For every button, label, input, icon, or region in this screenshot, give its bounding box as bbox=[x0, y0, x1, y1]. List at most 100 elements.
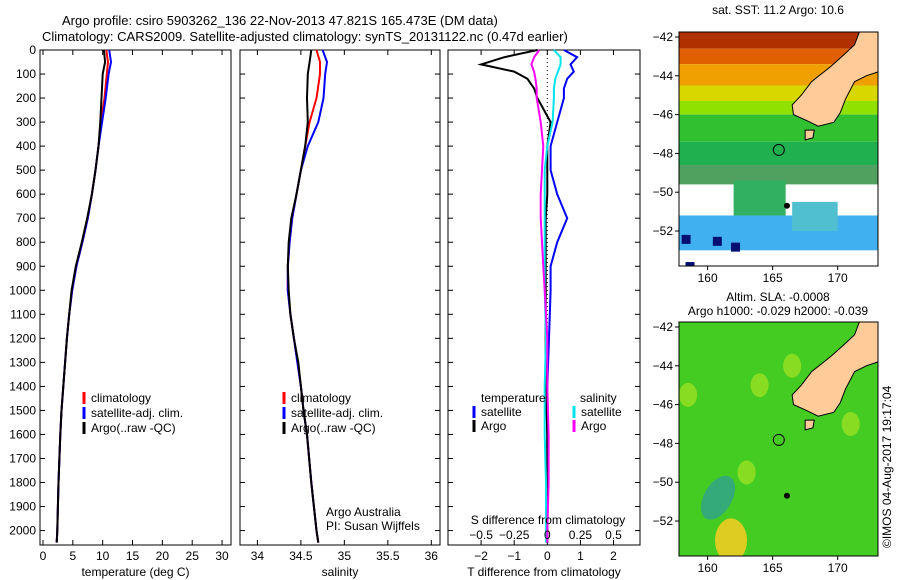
sst-band bbox=[679, 215, 878, 251]
sst-band bbox=[679, 32, 878, 49]
land-auckland-island bbox=[783, 202, 790, 209]
axes-frame bbox=[39, 49, 232, 546]
sst-patch bbox=[685, 262, 695, 266]
sla-high bbox=[841, 412, 860, 436]
series-line-satellite-adj-clim- bbox=[55, 49, 113, 543]
sst-map-title: sat. SST: 11.2 Argo: 10.6 bbox=[712, 3, 844, 17]
sla-low bbox=[700, 475, 736, 520]
series-line-t-argo bbox=[477, 49, 552, 543]
x2-tick-label: 0.5 bbox=[605, 528, 622, 542]
series-line-s-satellite bbox=[543, 49, 562, 543]
y-tick-label: 1300 bbox=[9, 355, 36, 369]
x2-tick-label: 0.25 bbox=[569, 528, 593, 542]
lon-tick-label: 160 bbox=[698, 271, 718, 285]
y-tick-label: 600 bbox=[16, 187, 36, 201]
sst-patch bbox=[712, 236, 722, 246]
y-tick-label: 700 bbox=[16, 211, 36, 225]
sla-high bbox=[737, 460, 756, 485]
sla-map-title-1: Altim. SLA: -0.0008 bbox=[726, 290, 830, 304]
legend-label: climatology bbox=[291, 391, 351, 405]
y-tick-label: 300 bbox=[16, 115, 36, 129]
x-tick-label: 34.5 bbox=[289, 549, 313, 563]
x-tick-label: 25 bbox=[186, 549, 200, 563]
y-tick-label: 500 bbox=[16, 163, 36, 177]
y-tick-label: 400 bbox=[16, 139, 36, 153]
x-tick-label: 2 bbox=[610, 549, 617, 563]
land-stewart-island bbox=[804, 419, 815, 431]
sst-band bbox=[679, 48, 878, 65]
map-frame bbox=[678, 31, 879, 267]
legend-title-temperature: temperature bbox=[481, 391, 546, 405]
lat-tick-label: −46 bbox=[653, 398, 674, 412]
y-tick-label: 1100 bbox=[10, 307, 36, 321]
land-south-island bbox=[791, 32, 878, 127]
y-tick-label: 1500 bbox=[9, 403, 36, 417]
title-line-1: Argo profile: csiro 5903262_136 22-Nov-2… bbox=[62, 13, 498, 28]
y-tick-label: 1600 bbox=[9, 427, 36, 441]
sst-patch bbox=[681, 234, 691, 244]
y-tick-label: 1000 bbox=[9, 283, 36, 297]
legend-label: Argo(..raw -QC) bbox=[291, 421, 376, 435]
sst-patch bbox=[792, 201, 838, 231]
sst-patch bbox=[731, 242, 741, 252]
panel-salinity: 34 34.5 35 35.5 36 salinity climatologysatelli… bbox=[239, 49, 441, 579]
y-tick-label: 1200 bbox=[9, 331, 36, 345]
lat-tick-label: −42 bbox=[653, 320, 674, 334]
argo-float-marker bbox=[772, 433, 785, 446]
lat-tick-label: −52 bbox=[653, 224, 674, 238]
x-tick-label: 5 bbox=[69, 549, 76, 563]
lon-tick-label: 170 bbox=[828, 561, 848, 575]
x2-tick-label: −0.25 bbox=[499, 528, 530, 542]
lat-tick-label: −42 bbox=[653, 30, 674, 44]
series-line-argo-raw-qc- bbox=[55, 49, 107, 543]
sst-band bbox=[679, 250, 878, 266]
lat-tick-label: −44 bbox=[653, 69, 674, 83]
x-tick-label: 30 bbox=[215, 549, 229, 563]
lat-tick-label: −44 bbox=[653, 359, 674, 373]
x-tick-label: 0 bbox=[544, 549, 551, 563]
legend-label: Argo bbox=[581, 419, 607, 433]
sst-patch bbox=[733, 180, 786, 216]
y-tick-label: 1800 bbox=[9, 476, 36, 490]
legend-label: satellite bbox=[581, 405, 622, 419]
legend-label: Argo bbox=[481, 419, 507, 433]
lat-tick-label: −50 bbox=[653, 475, 674, 489]
series-line-s-argo bbox=[530, 49, 550, 543]
title-line-2: Climatology: CARS2009. Satellite-adjuste… bbox=[42, 29, 568, 44]
lon-tick-label: 165 bbox=[763, 271, 783, 285]
x-tick-label: 35.5 bbox=[376, 549, 400, 563]
map-sst: −42 −44 −46 −48 −50 −52 160 165 170 bbox=[653, 30, 879, 285]
x2-axis-label: S difference from climatology bbox=[471, 513, 626, 527]
sst-band bbox=[679, 101, 878, 115]
x2-tick-label: 0 bbox=[544, 528, 551, 542]
x2-tick-label: −0.5 bbox=[469, 528, 493, 542]
lon-tick-label: 165 bbox=[763, 561, 783, 575]
x-tick-label: 36 bbox=[425, 549, 439, 563]
x-axis-label: temperature (deg C) bbox=[81, 565, 189, 579]
lon-tick-label: 170 bbox=[828, 271, 848, 285]
land-stewart-island bbox=[804, 129, 815, 141]
y-tick-label: 800 bbox=[16, 235, 36, 249]
lat-tick-label: −48 bbox=[653, 436, 674, 450]
annotation-text: Argo Australia bbox=[326, 505, 401, 519]
map-frame bbox=[678, 321, 879, 557]
x-tick-label: 34 bbox=[251, 549, 265, 563]
sla-high bbox=[715, 518, 748, 556]
lat-tick-label: −50 bbox=[653, 185, 674, 199]
legend-label: climatology bbox=[91, 391, 151, 405]
lon-tick-label: 160 bbox=[698, 561, 718, 575]
x-tick-label: 10 bbox=[96, 549, 110, 563]
imos-credit: ©IMOS 04-Aug-2017 19:17:04 bbox=[880, 385, 894, 548]
y-tick-label: 200 bbox=[16, 91, 36, 105]
y-tick-label: 1900 bbox=[9, 500, 36, 514]
sla-high bbox=[750, 373, 769, 398]
y-tick-label: 900 bbox=[16, 259, 36, 273]
lat-tick-label: −48 bbox=[653, 146, 674, 160]
sst-band bbox=[679, 114, 878, 142]
argo-float-marker bbox=[772, 143, 785, 156]
annotation-text: PI: Susan Wijffels bbox=[326, 519, 420, 533]
sla-map-title-2: Argo h1000: -0.029 h2000: -0.039 bbox=[688, 304, 868, 318]
axes-frame bbox=[239, 49, 441, 546]
x-tick-label: 15 bbox=[126, 549, 140, 563]
